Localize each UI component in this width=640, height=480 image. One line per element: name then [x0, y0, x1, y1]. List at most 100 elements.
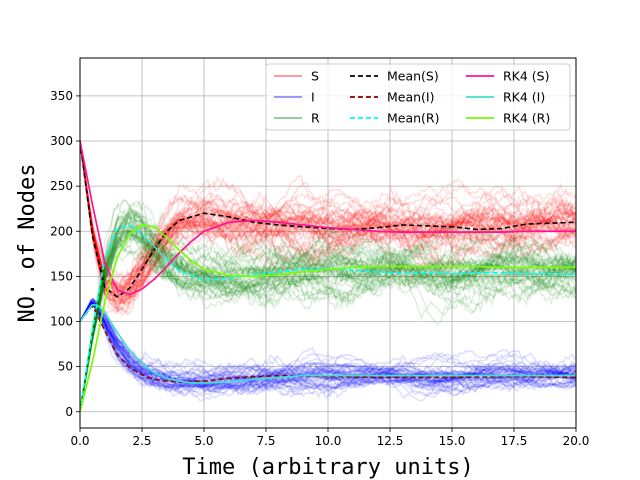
x-axis-label: Time (arbitrary units)	[182, 455, 473, 480]
run-line-i	[80, 301, 576, 386]
run-line-s	[80, 140, 576, 302]
run-line-r	[80, 229, 576, 412]
run-line-i	[80, 301, 576, 394]
x-tick-label: 17.5	[501, 434, 528, 448]
run-line-s	[80, 140, 576, 298]
series-line-rk4i	[80, 303, 576, 384]
run-line-s	[80, 140, 576, 315]
run-line-r	[80, 223, 576, 412]
y-tick-label: 250	[50, 179, 73, 193]
y-tick-label: 350	[50, 89, 73, 103]
run-line-s	[80, 140, 576, 300]
run-line-i	[80, 301, 576, 393]
run-line-r	[80, 225, 576, 412]
legend-label: RK4 (R)	[503, 111, 550, 126]
run-line-s	[80, 140, 576, 300]
run-line-s	[80, 140, 576, 289]
run-line-s	[80, 140, 576, 306]
run-line-r	[80, 213, 576, 412]
run-line-i	[80, 301, 576, 391]
run-line-r	[80, 217, 576, 412]
run-line-r	[80, 211, 576, 412]
run-line-r	[80, 209, 576, 412]
x-tick-label: 7.5	[256, 434, 275, 448]
legend-label: Mean(R)	[387, 111, 440, 126]
series-line-meanr	[80, 224, 576, 412]
series-line-rk4r	[80, 224, 576, 412]
run-line-s	[80, 140, 576, 291]
run-line-i	[80, 301, 576, 388]
x-tick-label: 5.0	[194, 434, 213, 448]
run-line-r	[80, 207, 576, 412]
run-line-r	[80, 239, 576, 412]
legend-label: R	[311, 111, 320, 126]
run-line-s	[80, 140, 576, 313]
y-tick-label: 50	[58, 360, 73, 374]
run-line-r	[80, 229, 576, 412]
run-line-i	[80, 300, 576, 391]
run-line-i	[80, 302, 576, 396]
run-line-i	[80, 302, 576, 397]
run-line-r	[80, 228, 576, 412]
x-tick-label: 15.0	[439, 434, 466, 448]
run-line-s	[80, 140, 576, 291]
run-line-r	[80, 225, 576, 412]
run-line-i	[80, 301, 576, 394]
run-line-s	[80, 140, 576, 296]
run-line-i	[80, 301, 576, 395]
run-line-s	[80, 140, 576, 302]
run-line-i	[80, 299, 576, 400]
y-tick-label: 300	[50, 134, 73, 148]
run-line-i	[80, 300, 576, 397]
stochastic-run-lines	[80, 140, 576, 412]
run-line-r	[80, 219, 576, 412]
run-line-r	[80, 219, 576, 412]
run-line-i	[80, 302, 576, 394]
run-line-s	[80, 140, 576, 295]
run-line-i	[80, 303, 576, 390]
run-line-r	[80, 220, 576, 412]
series-line-meani	[80, 305, 576, 383]
run-line-s	[80, 140, 576, 298]
legend-box	[265, 63, 571, 131]
run-line-s	[80, 140, 576, 297]
run-line-s	[80, 140, 576, 300]
legend-label: Mean(S)	[387, 69, 439, 84]
run-line-r	[80, 229, 576, 412]
run-line-r	[80, 213, 576, 412]
legend-label: RK4 (S)	[503, 69, 550, 84]
run-line-i	[80, 300, 576, 382]
run-line-i	[80, 304, 576, 392]
run-line-s	[80, 140, 576, 314]
run-line-i	[80, 298, 576, 385]
run-line-s	[80, 140, 576, 313]
run-line-r	[80, 229, 576, 412]
run-line-i	[80, 299, 576, 389]
run-line-r	[80, 224, 576, 412]
run-line-i	[80, 298, 576, 393]
run-line-i	[80, 302, 576, 397]
run-line-i	[80, 302, 576, 383]
run-line-i	[80, 297, 576, 382]
run-line-i	[80, 302, 576, 402]
run-line-s	[80, 140, 576, 302]
run-line-s	[80, 140, 576, 290]
run-line-s	[80, 140, 576, 305]
run-line-s	[80, 140, 576, 306]
run-line-r	[80, 210, 576, 412]
run-line-i	[80, 298, 576, 388]
run-line-r	[80, 209, 576, 412]
run-line-s	[80, 140, 576, 299]
run-line-i	[80, 299, 576, 390]
run-line-i	[80, 303, 576, 387]
legend-label: Mean(I)	[387, 90, 435, 105]
run-line-r	[80, 228, 576, 412]
run-line-r	[80, 229, 576, 412]
run-line-s	[80, 140, 576, 299]
run-line-i	[80, 299, 576, 390]
y-tick-label: 100	[50, 315, 73, 329]
run-line-s	[80, 140, 576, 305]
run-line-i	[80, 303, 576, 398]
run-line-s	[80, 140, 576, 303]
